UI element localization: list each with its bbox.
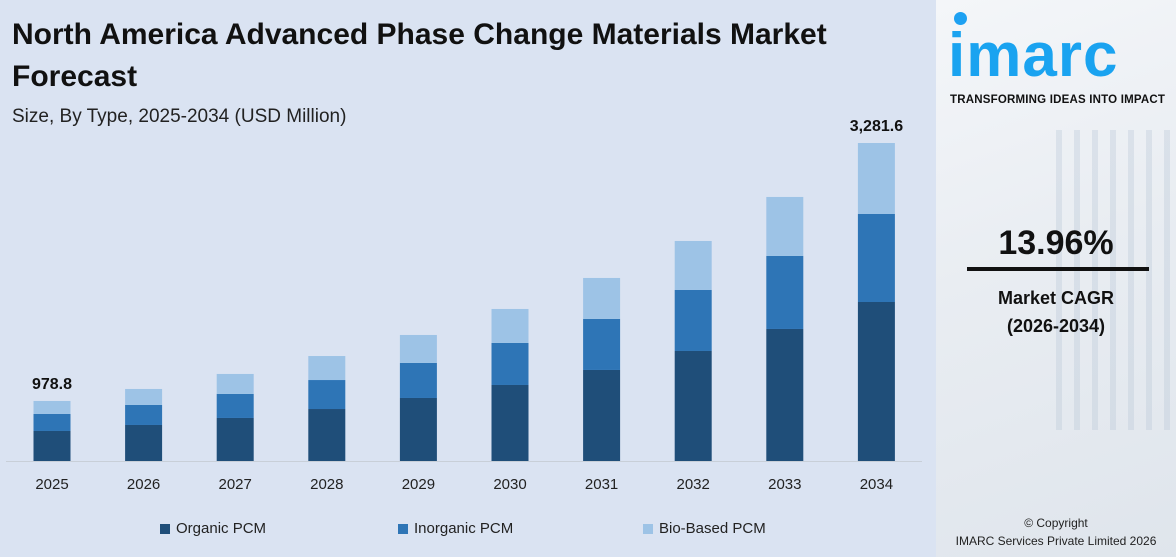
x-tick-label: 2033: [768, 476, 801, 493]
bar-segment-2031-2: [583, 277, 621, 319]
legend-swatch: [643, 523, 653, 534]
bar-segment-2027-0: [216, 417, 254, 461]
data-label: 978.8: [32, 376, 72, 393]
x-tick-label: 2028: [310, 476, 343, 493]
bar-segment-2026-2: [125, 388, 163, 405]
bar-segment-2033-0: [766, 328, 804, 461]
x-tick-label: 2030: [493, 476, 526, 493]
legend-item-organic: Organic PCM: [160, 520, 266, 537]
x-tick-label: 2027: [219, 476, 252, 493]
legend-item-inorganic: Inorganic PCM: [398, 520, 513, 537]
legend-swatch: [398, 523, 408, 534]
bar-segment-2034-2: [857, 143, 895, 215]
bar-segment-2031-0: [583, 369, 621, 461]
background-decoration: [1056, 130, 1176, 430]
bar-segment-2031-1: [583, 318, 621, 370]
tagline: TRANSFORMING IDEAS INTO IMPACT: [950, 94, 1166, 106]
bar-segment-2029-0: [399, 397, 437, 461]
cagr-label-text: Market CAGR: [997, 288, 1115, 308]
x-tick-label: 2029: [402, 476, 435, 493]
x-tick-label: 2026: [127, 476, 160, 493]
cagr-label: Market CAGR (2026-2034): [936, 284, 1176, 340]
chart-subtitle: Size, By Type, 2025-2034 (USD Million): [12, 106, 347, 127]
bar-segment-2025-0: [33, 430, 71, 461]
bar-segment-2028-1: [308, 380, 346, 410]
bar-segment-2029-2: [399, 334, 437, 363]
bar-segment-2032-0: [674, 350, 712, 461]
bar-segment-2034-1: [857, 214, 895, 302]
side-panel: imarc TRANSFORMING IDEAS INTO IMPACT 13.…: [936, 0, 1176, 557]
legend-label: Organic PCM: [176, 520, 267, 537]
logo-dot: [954, 12, 967, 25]
cagr-divider: [967, 267, 1149, 271]
bar-segment-2025-2: [33, 400, 71, 414]
x-tick-label: 2031: [585, 476, 618, 493]
data-label: 3,281.6: [850, 118, 903, 135]
legend-label: Bio-Based PCM: [659, 520, 766, 537]
chart-title: North America Advanced Phase Change Mate…: [12, 18, 827, 93]
bar-segment-2032-1: [674, 289, 712, 351]
x-tick-label: 2025: [35, 476, 68, 493]
bar-segment-2027-1: [216, 393, 254, 418]
legend-label: Inorganic PCM: [414, 520, 514, 537]
cagr-period: (2026-2034): [1006, 316, 1106, 336]
stacked-bar-chart: 2025 978.8 2026 2027 2028 2029 2030 2031 2032 203…: [6, 118, 922, 493]
bar-segment-2034-0: [857, 302, 895, 461]
company-text: IMARC Services Private Limited 2026: [955, 534, 1157, 548]
bar-segment-2030-0: [491, 384, 529, 461]
copyright: © Copyright IMARC Services Private Limite…: [936, 514, 1176, 550]
bar-segment-2026-1: [125, 404, 163, 425]
copyright-text: © Copyright: [1024, 516, 1088, 530]
bar-segment-2033-1: [766, 255, 804, 329]
bar-segment-2032-2: [674, 240, 712, 290]
cagr-value: 13.96%: [998, 224, 1114, 262]
x-tick-label: 2032: [677, 476, 710, 493]
bar-segment-2026-0: [125, 424, 163, 461]
bar-segment-2028-2: [308, 356, 346, 381]
bar-segment-2030-2: [491, 308, 529, 343]
bar-segment-2028-0: [308, 409, 346, 461]
imarc-logo: imarc: [948, 21, 1119, 90]
bar-segment-2030-1: [491, 342, 529, 385]
bar-segment-2027-2: [216, 373, 254, 394]
legend-item-bio: Bio-Based PCM: [643, 520, 766, 537]
legend-swatch: [160, 523, 170, 534]
bar-segment-2025-1: [33, 413, 71, 431]
bar-segment-2029-1: [399, 362, 437, 398]
bar-segment-2033-2: [766, 196, 804, 256]
x-tick-label: 2034: [860, 476, 893, 493]
